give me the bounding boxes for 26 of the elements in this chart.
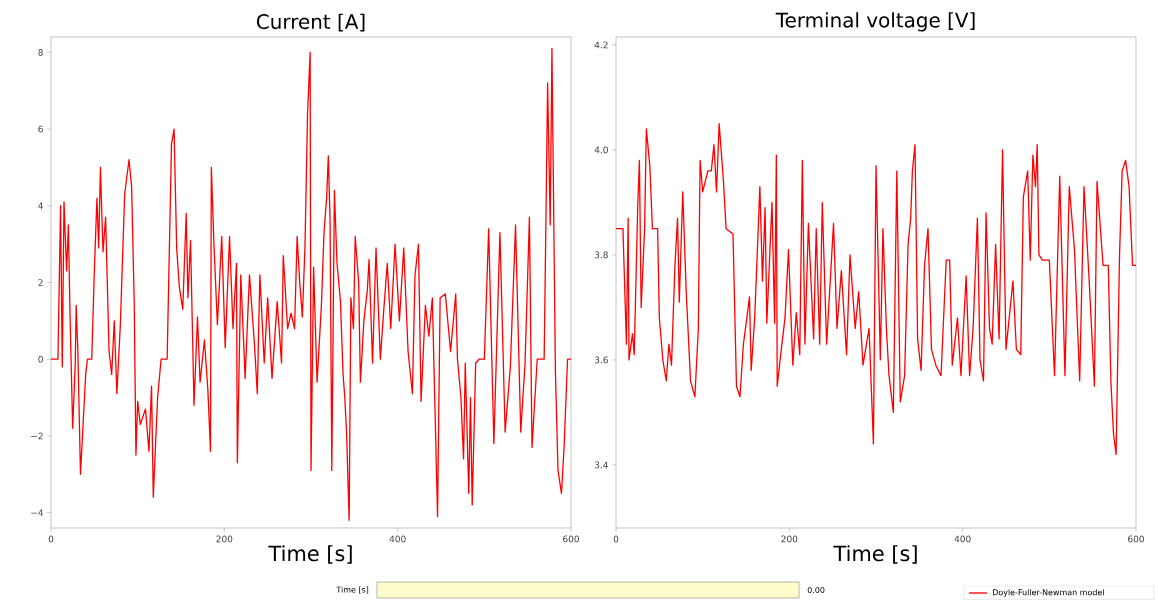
line-series: [51, 47, 572, 521]
x-axis-title: Time [s]: [833, 545, 917, 564]
x-tick-label: 200: [781, 535, 798, 543]
x-axis-title: Time [s]: [268, 545, 352, 564]
x-tick-label: 0: [613, 535, 619, 543]
y-tick-label: 0: [38, 355, 43, 363]
x-tick-label: 200: [216, 535, 233, 543]
y-tick-label: −4: [31, 509, 43, 516]
x-tick-label: 600: [563, 535, 579, 543]
y-tick-label: 6: [38, 125, 43, 133]
line-series: [616, 122, 1137, 456]
y-tick-label: 4.2: [594, 41, 608, 49]
y-tick-label: 4: [38, 202, 43, 210]
y-tick-label: 3.6: [594, 356, 608, 364]
chart-title: Current [A]: [256, 13, 365, 32]
x-tick-label: 400: [954, 535, 971, 543]
x-tick-label: 600: [1128, 535, 1144, 543]
x-tick-label: 400: [389, 535, 406, 543]
y-tick-label: 3.4: [594, 461, 608, 469]
y-tick-label: 4.0: [594, 146, 608, 154]
y-tick-label: 8: [38, 48, 43, 56]
y-tick-label: −2: [31, 432, 43, 440]
y-tick-label: 3.8: [594, 251, 608, 259]
x-tick-label: 0: [48, 535, 54, 543]
chart-title: Terminal voltage [V]: [775, 12, 975, 32]
y-tick-label: 2: [38, 279, 43, 286]
